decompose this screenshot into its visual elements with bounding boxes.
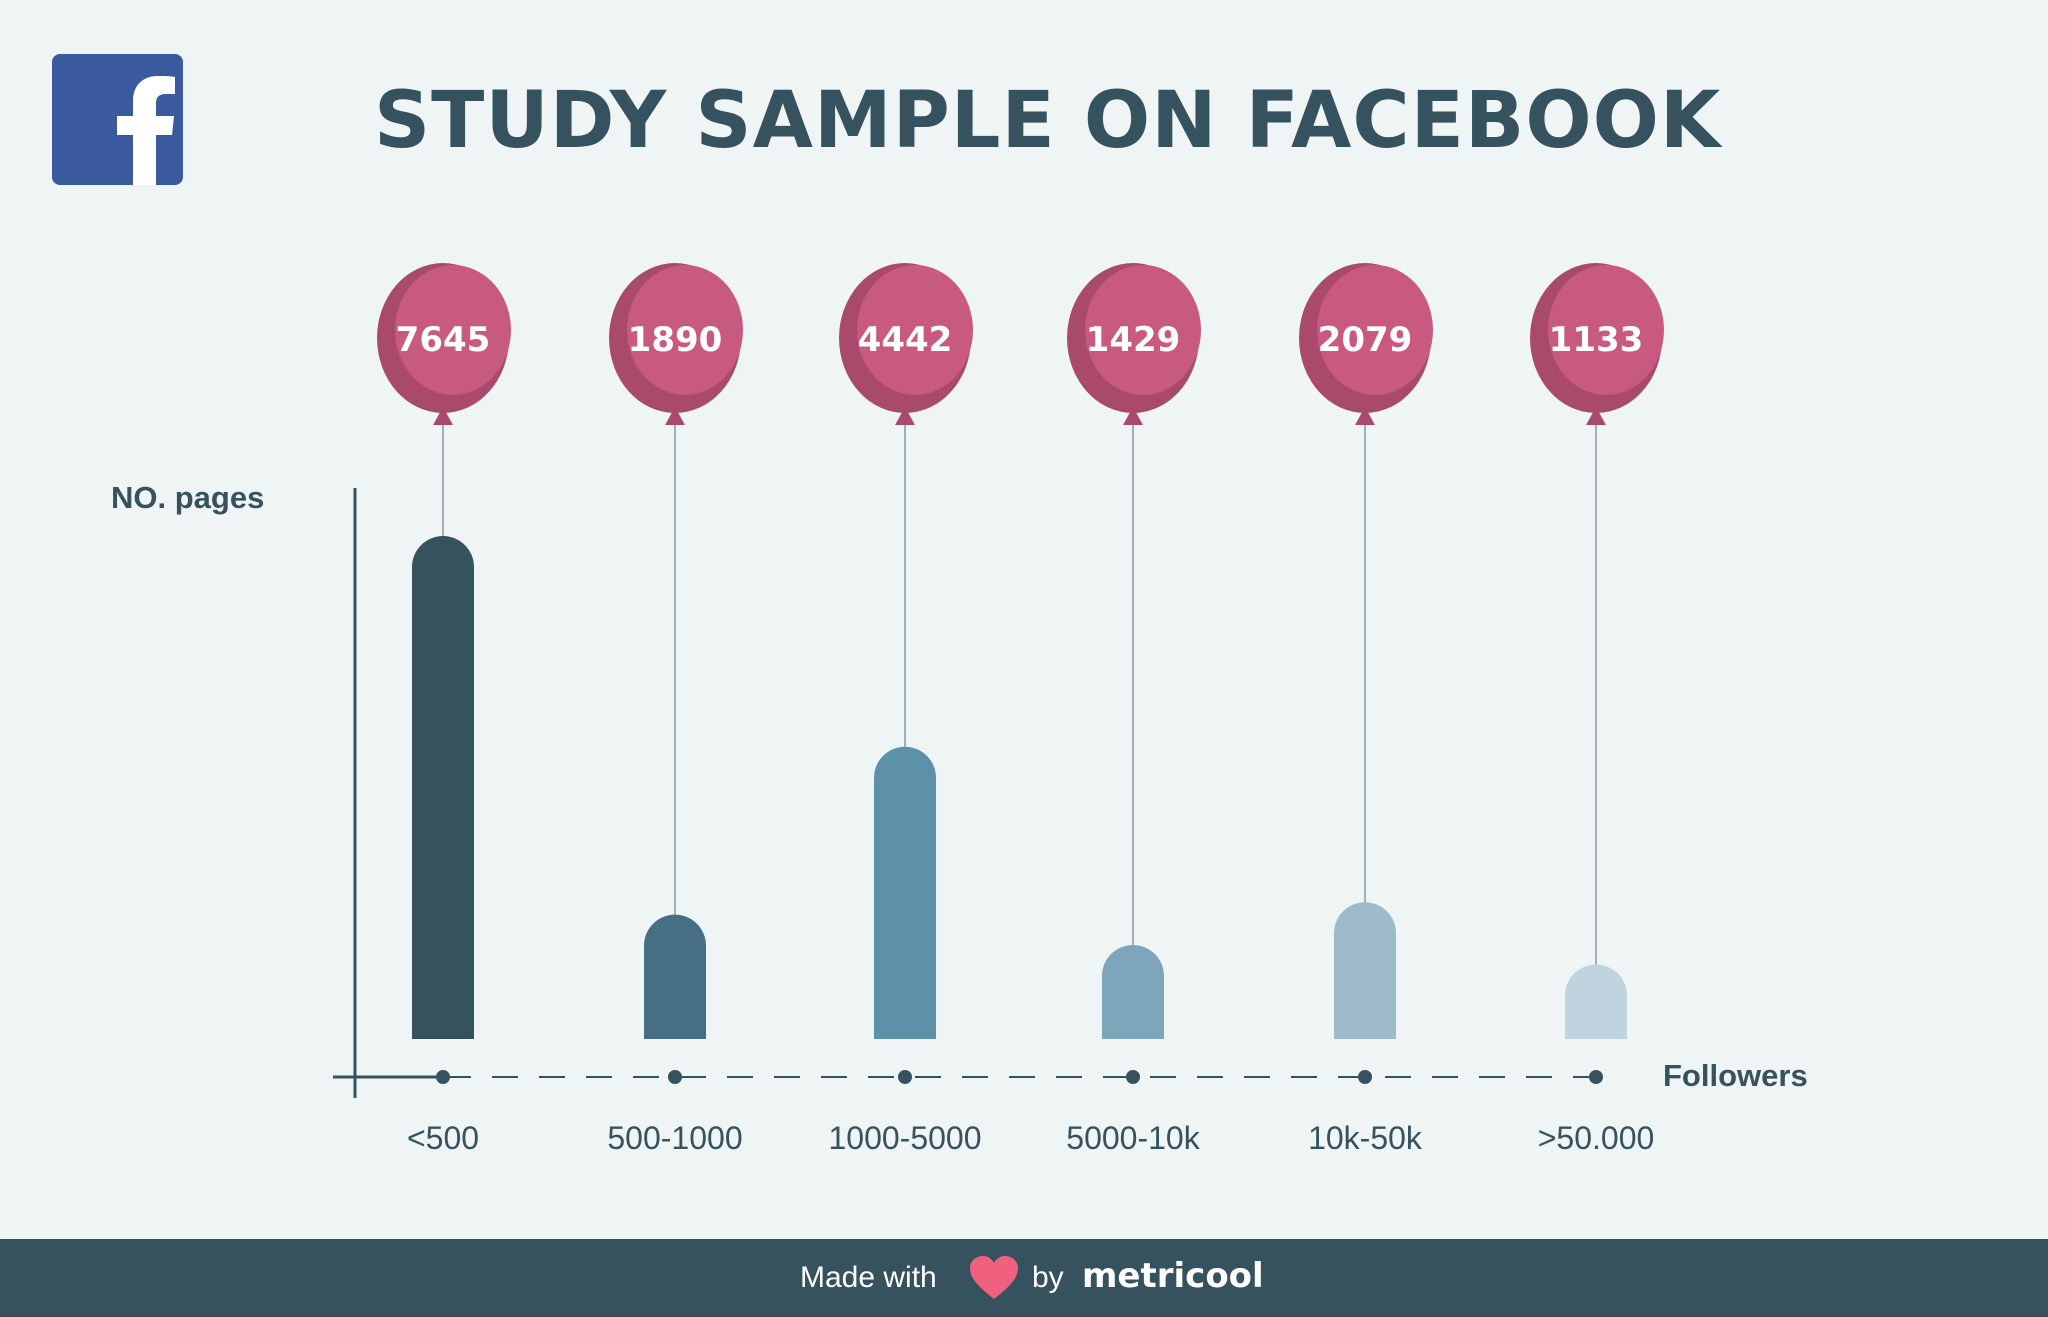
- data-label: 1133: [1549, 320, 1644, 360]
- x-tick-dot: [1358, 1070, 1372, 1084]
- balloon-highlight: [395, 265, 511, 395]
- data-label: 4442: [858, 320, 953, 360]
- x-tick-label: 500-1000: [607, 1120, 742, 1156]
- facebook-logo: [52, 54, 183, 185]
- bar: [1334, 902, 1396, 1039]
- x-tick-label: >50.000: [1538, 1120, 1655, 1156]
- x-axis-label: Followers: [1663, 1058, 1808, 1093]
- heart-icon: [970, 1256, 1018, 1299]
- balloon-highlight: [857, 265, 973, 395]
- bar: [412, 536, 474, 1039]
- bar: [644, 914, 706, 1039]
- x-tick-dot: [1126, 1070, 1140, 1084]
- facebook-icon: [117, 76, 175, 185]
- x-tick-dot: [1589, 1070, 1603, 1084]
- data-label: 7645: [396, 320, 491, 360]
- balloon-knot: [665, 407, 685, 425]
- x-tick-dot: [668, 1070, 682, 1084]
- data-label: 1890: [628, 320, 723, 360]
- data-label: 2079: [1318, 320, 1413, 360]
- footer: Made with by metricool: [0, 1239, 2048, 1317]
- x-tick-label: <500: [407, 1120, 479, 1156]
- x-tick-label: 1000-5000: [828, 1120, 981, 1156]
- balloon-knot: [1123, 407, 1143, 425]
- x-tick-dot: [898, 1070, 912, 1084]
- y-axis-label: NO. pages: [111, 480, 265, 515]
- balloon-knot: [1355, 407, 1375, 425]
- bar-chart: <500 7645 500-1000 1890 1000-5000 4442 5000-10…: [333, 263, 1664, 1156]
- data-label: 1429: [1086, 320, 1181, 360]
- footer-made-with: Made with: [800, 1261, 937, 1294]
- balloon-highlight: [1548, 265, 1664, 395]
- bar: [1102, 944, 1164, 1039]
- page-title: STUDY SAMPLE ON FACEBOOK: [374, 76, 1722, 166]
- balloon-highlight: [627, 265, 743, 395]
- balloon-knot: [1586, 407, 1606, 425]
- balloon-highlight: [1085, 265, 1201, 395]
- footer-by: by: [1032, 1261, 1064, 1294]
- x-tick-label: 5000-10k: [1066, 1120, 1200, 1156]
- balloon-knot: [433, 407, 453, 425]
- balloon-highlight: [1317, 265, 1433, 395]
- bar: [1565, 964, 1627, 1039]
- footer-brand: metricool: [1082, 1256, 1264, 1296]
- bar: [874, 746, 936, 1039]
- x-tick-dot: [436, 1070, 450, 1084]
- x-tick-label: 10k-50k: [1308, 1120, 1423, 1156]
- balloon-knot: [895, 407, 915, 425]
